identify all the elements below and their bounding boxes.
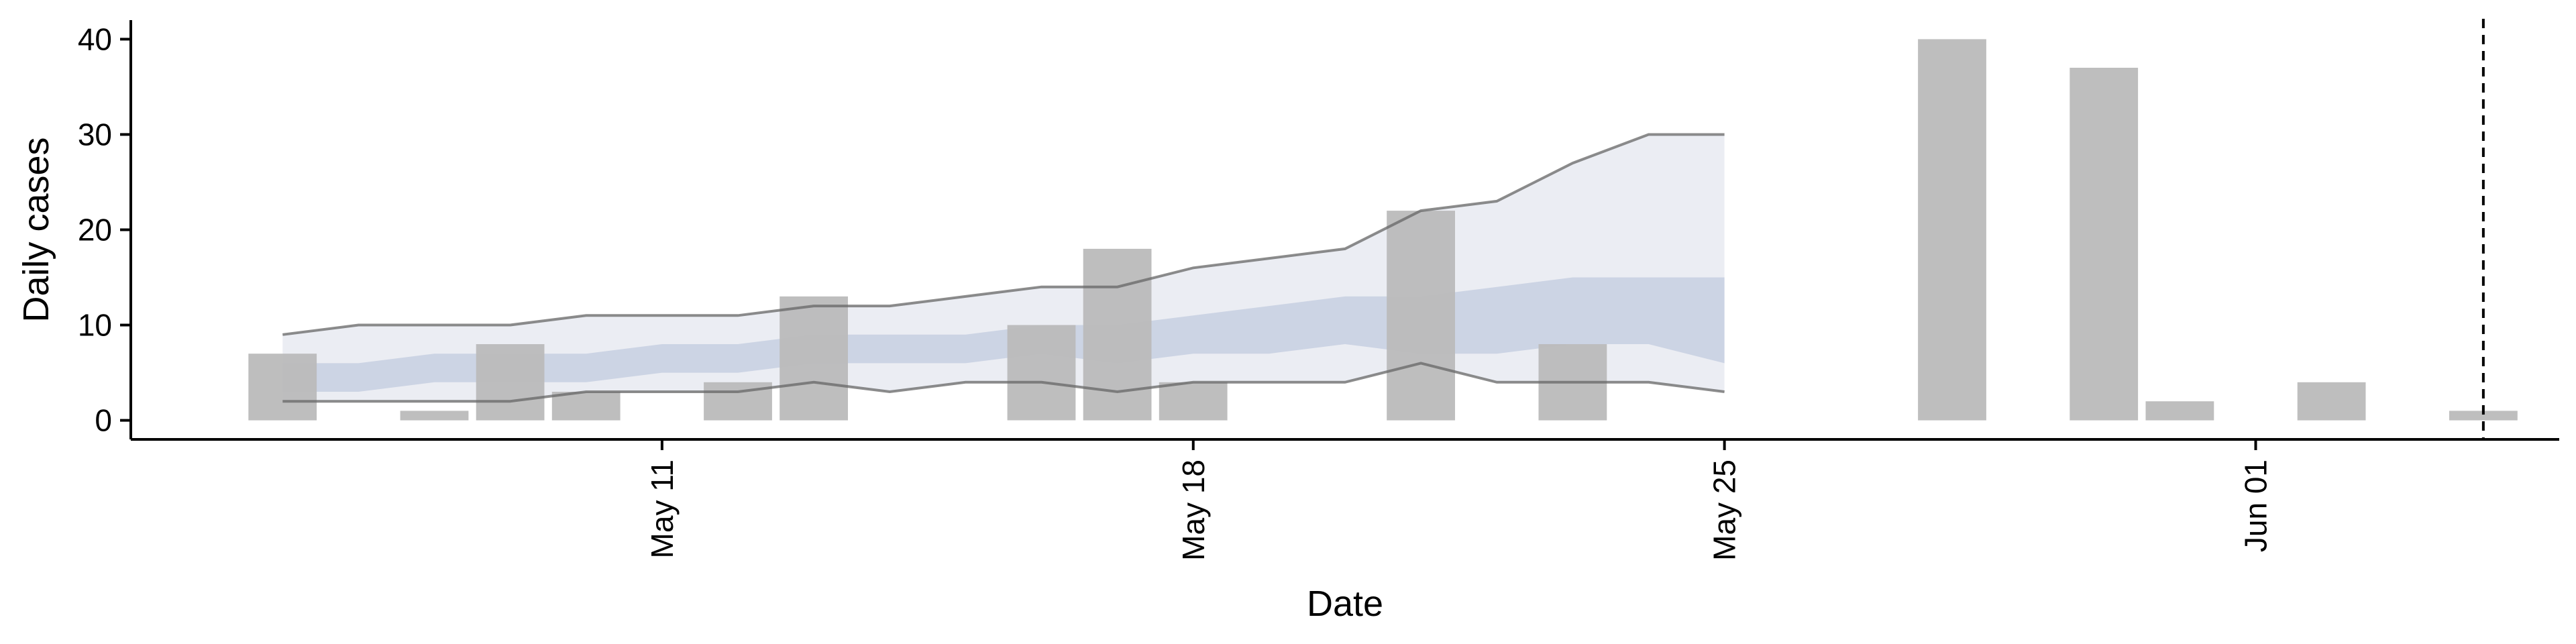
plot-area (248, 19, 2518, 439)
bars (248, 39, 2518, 421)
x-axis-title: Date (1307, 584, 1383, 624)
bar (476, 344, 545, 421)
forecast-upper-line (282, 133, 1725, 336)
bar (2070, 68, 2139, 421)
y-ticks: 0 10 20 30 40 (78, 21, 131, 438)
bar (1918, 39, 1986, 421)
bar (780, 296, 848, 421)
bar (1159, 382, 1228, 421)
axes: 0 10 20 30 40 May 11 May 18 May 25 Jun 01 (78, 20, 2559, 561)
x-tick-label: May 25 (1707, 460, 1742, 561)
bar (400, 411, 469, 421)
x-tick-label: May 18 (1176, 460, 1211, 561)
bar (1387, 211, 1455, 421)
bar (2145, 401, 2214, 421)
bar (248, 354, 317, 421)
forecast-bands (282, 134, 1725, 402)
forecast-inner-band (282, 277, 1725, 392)
bar (551, 392, 621, 421)
bar (2297, 382, 2366, 421)
x-tick-label: Jun 01 (2239, 460, 2273, 552)
bar (1007, 325, 1076, 421)
x-ticks: May 11 May 18 May 25 Jun 01 (645, 439, 2273, 561)
y-axis-title: Daily cases (16, 137, 56, 322)
y-tick-label: 30 (78, 117, 112, 152)
x-tick-label: May 11 (645, 460, 680, 558)
y-tick-label: 40 (78, 21, 112, 56)
y-tick-label: 20 (78, 213, 112, 248)
y-tick-label: 10 (78, 308, 112, 343)
forecast-lower-line (282, 362, 1725, 403)
y-tick-label: 0 (95, 403, 112, 438)
forecast-band-lines (282, 133, 1725, 403)
bar (1083, 248, 1152, 421)
bar (2449, 411, 2518, 421)
